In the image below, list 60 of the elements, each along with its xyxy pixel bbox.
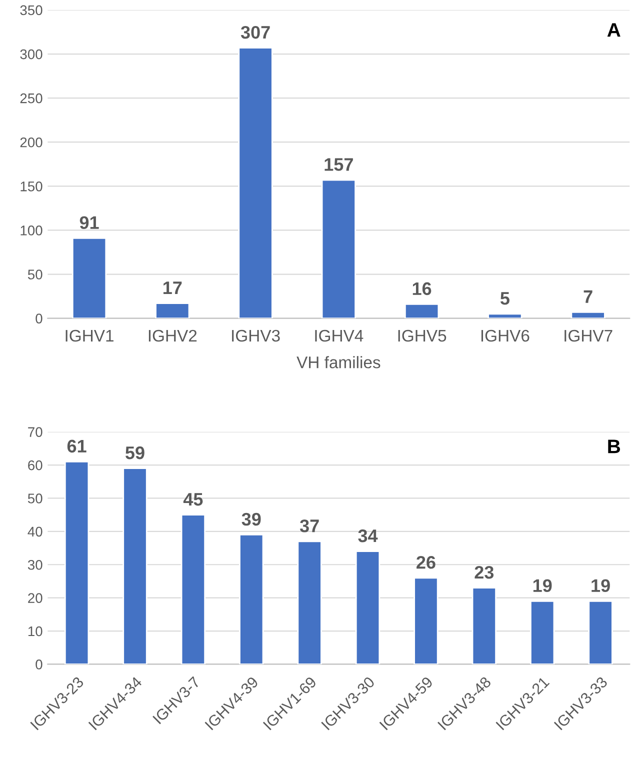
data-label: 16	[412, 282, 432, 296]
y-tick-label: 10	[28, 626, 42, 636]
bar	[414, 577, 438, 664]
x-axis-title: VH families	[296, 356, 380, 368]
data-label: 59	[126, 446, 144, 460]
data-label: 307	[240, 26, 270, 39]
x-tick-label: IGHV7	[564, 330, 612, 342]
data-label: 5	[500, 292, 510, 305]
bar	[297, 540, 322, 664]
y-tick-label: 60	[28, 460, 42, 470]
x-tick-label: IGHV1	[66, 330, 114, 342]
y-tick-label: 0	[36, 660, 42, 670]
bar	[72, 237, 107, 318]
data-label: 61	[67, 440, 86, 453]
chart-title: B	[608, 440, 620, 454]
bar	[155, 302, 190, 318]
data-label: 26	[416, 556, 436, 569]
bar	[588, 600, 613, 664]
data-label: 7	[584, 290, 592, 303]
data-label: 23	[474, 566, 494, 579]
bar	[321, 179, 356, 318]
bar	[404, 304, 440, 318]
y-tick-label: 350	[20, 5, 42, 16]
bar	[64, 461, 90, 664]
y-tick-label: 50	[28, 494, 42, 504]
y-tick-label: 250	[20, 93, 42, 104]
data-label: 34	[358, 529, 378, 542]
text: A	[607, 23, 620, 37]
y-tick-label: 100	[20, 226, 42, 236]
y-tick-label: 300	[20, 49, 42, 60]
data-label: 39	[242, 512, 261, 526]
y-tick-label: 40	[28, 526, 42, 537]
data-label: 45	[183, 493, 203, 506]
bar	[239, 534, 264, 664]
y-tick-label: 0	[36, 314, 42, 324]
x-tick-label: IGHV3	[232, 330, 280, 342]
bar	[488, 313, 522, 318]
bar	[238, 47, 273, 318]
data-label: 37	[300, 519, 319, 532]
bar	[570, 311, 606, 318]
bar	[530, 600, 555, 664]
y-tick-label: 200	[20, 137, 42, 148]
y-tick-label: 50	[28, 270, 42, 280]
bar	[355, 550, 380, 664]
data-label: 19	[592, 579, 610, 592]
y-tick-label: 30	[28, 560, 42, 570]
bar	[122, 468, 148, 664]
data-label: 19	[533, 579, 552, 592]
x-tick-label: IGHV6	[481, 330, 530, 342]
y-tick-label: 150	[20, 181, 42, 192]
x-tick-label: IGHV5	[398, 330, 446, 342]
y-tick-label: 70	[28, 427, 42, 437]
bar	[472, 587, 496, 664]
data-label: 91	[80, 216, 99, 230]
data-label: 17	[164, 282, 182, 294]
bar	[180, 514, 206, 664]
x-tick-label: IGHV4	[315, 330, 364, 342]
data-label: 157	[324, 158, 353, 171]
y-tick-label: 20	[28, 593, 42, 603]
x-tick-label: IGHV2	[148, 330, 197, 342]
